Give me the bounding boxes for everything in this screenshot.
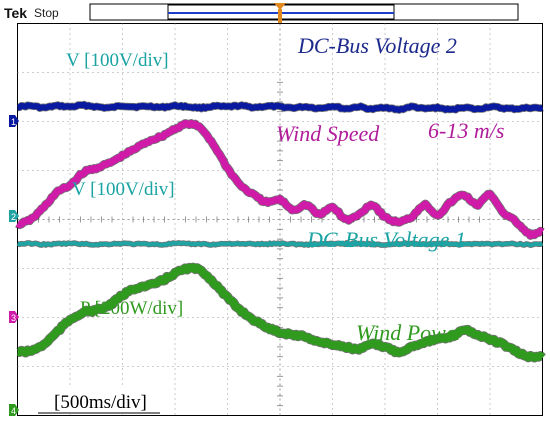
trigger-position-marker xyxy=(274,3,286,23)
dc-bus-2-scale-label: V [100V/div] xyxy=(66,50,169,71)
wind-power-label: Wind Power xyxy=(356,320,465,345)
channel-marker-3: 3 xyxy=(9,311,19,323)
channel-marker-2: 2 xyxy=(9,210,19,222)
trace-dc-bus-1 xyxy=(17,240,543,248)
timebase-box: [500ms/div] xyxy=(38,386,162,414)
wind-power-scale-label: P [200W/div] xyxy=(80,298,183,319)
channel-marker-label: 2 xyxy=(11,212,16,222)
channel-marker-layer: 1 2 3 4 xyxy=(9,115,19,416)
channel-marker-4: 4 xyxy=(9,404,19,416)
brand-label: Tek xyxy=(4,5,27,21)
trace-dc-bus-2 xyxy=(16,101,544,113)
dc-bus-1-label: DC-Bus Voltage 1 xyxy=(306,227,466,252)
trace-wind-speed xyxy=(15,119,545,240)
channel-marker-1: 1 xyxy=(9,115,19,127)
wind-speed-range-label: 6-13 m/s xyxy=(428,118,504,143)
record-position-bar xyxy=(89,3,519,21)
trace-wind-power xyxy=(15,263,546,362)
dc-bus-2-label: DC-Bus Voltage 2 xyxy=(297,33,457,58)
trace-layer xyxy=(14,100,546,363)
wind-speed-label: Wind Speed xyxy=(276,121,380,146)
channel-marker-label: 3 xyxy=(11,313,16,323)
channel-marker-label: 1 xyxy=(11,117,16,127)
graticule-grid xyxy=(17,23,543,416)
channel-marker-label: 4 xyxy=(11,406,16,416)
dc-bus-1-scale-label: V [100V/div] xyxy=(72,179,175,200)
timebase-label: [500ms/div] xyxy=(54,392,147,413)
acquisition-status: Stop xyxy=(34,6,59,20)
